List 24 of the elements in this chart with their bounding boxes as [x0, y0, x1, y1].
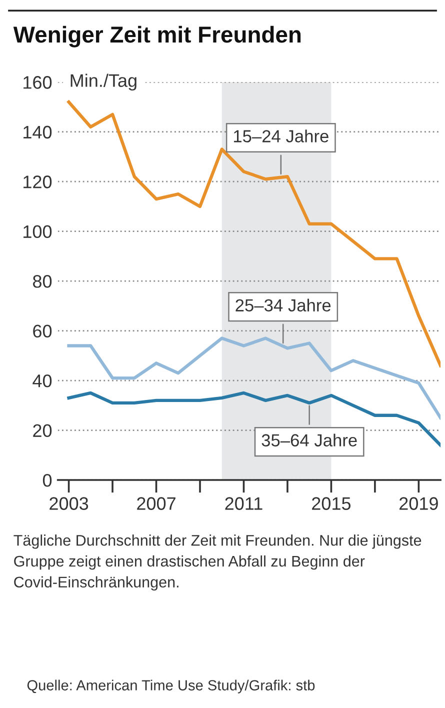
y-tick-label: 0: [42, 474, 52, 487]
line-series: [67, 391, 441, 447]
y-tick-label: 100: [24, 225, 52, 238]
x-tick-label: 2007: [137, 497, 176, 510]
y-tick-label: 40: [32, 374, 52, 388]
annotation: 15–24 Jahre: [234, 130, 328, 142]
source-note: Quelle: American Time Use Study/Grafik: stb: [27, 680, 315, 694]
x-tick-label: 2019: [400, 497, 438, 510]
x-tick-label: 2003: [50, 497, 88, 510]
y-tick-label: 20: [33, 424, 52, 438]
line-series: [67, 100, 441, 368]
line-series: [67, 336, 441, 420]
y-tick-label: 140: [24, 126, 52, 139]
y-axis-title: Min./Tag: [70, 74, 136, 91]
y-tick-label: 60: [33, 324, 52, 338]
chart-title: Weniger Zeit mit Freunden: [13, 26, 301, 48]
annotation: 25–34 Jahre: [236, 298, 331, 312]
x-tick-label: 2011: [225, 497, 262, 510]
annotation: 35–64 Jahre: [262, 434, 357, 446]
y-tick-label: 120: [24, 176, 52, 188]
x-tick-label: 2015: [312, 497, 351, 510]
text: Tägliche Durchschnitt der Zeit mit Freunden. Nur die jüngste Gruppe zeigt einen drastischen Abfall zu Beginn der Covid-Einschränkungen.: [14, 534, 422, 591]
y-tick-label: 160: [24, 76, 52, 89]
y-tick-label: 80: [33, 275, 52, 288]
